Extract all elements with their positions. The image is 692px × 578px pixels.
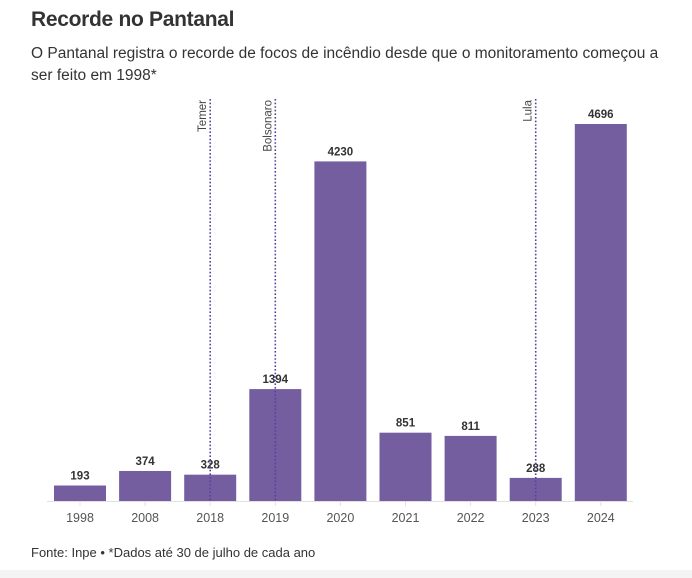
x-tick-label: 2018 (196, 511, 224, 525)
data-label: 4696 (588, 109, 614, 121)
source-note: Fonte: Inpe • *Dados até 30 de julho de … (31, 545, 316, 560)
data-label: 193 (70, 471, 89, 483)
data-label: 374 (136, 456, 156, 468)
x-tick-label: 2020 (326, 511, 354, 525)
chart-title: Recorde no Pantanal (31, 8, 235, 31)
x-tick-label: 2024 (587, 511, 615, 525)
x-tick-label: 2023 (522, 511, 550, 525)
chart-subtitle: O Pantanal registra o recorde de focos d… (31, 45, 659, 84)
data-label: 4230 (328, 146, 354, 158)
marker-label-bolsonaro: Bolsonaro (262, 100, 274, 152)
x-tick-label: 2008 (131, 511, 159, 525)
x-tick-label: 2021 (392, 511, 420, 525)
bar-2020 (314, 161, 367, 501)
bar-2008 (119, 470, 172, 501)
data-label: 288 (526, 463, 546, 475)
bar-2023 (509, 477, 562, 501)
bar-2024 (574, 124, 627, 501)
data-label: 851 (396, 418, 416, 430)
x-tick-label: 1998 (66, 511, 94, 525)
marker-label-lula: Lula (523, 99, 535, 121)
x-tick-label: 2019 (261, 511, 289, 525)
bar-1998 (54, 485, 106, 501)
data-label: 328 (201, 460, 221, 472)
x-tick-label: 2022 (457, 511, 485, 525)
bar-2022 (444, 435, 497, 501)
bar-2021 (379, 432, 432, 501)
marker-label-temer: Temer (197, 100, 209, 132)
bottom-strip (0, 570, 692, 578)
data-label: 811 (461, 421, 480, 433)
